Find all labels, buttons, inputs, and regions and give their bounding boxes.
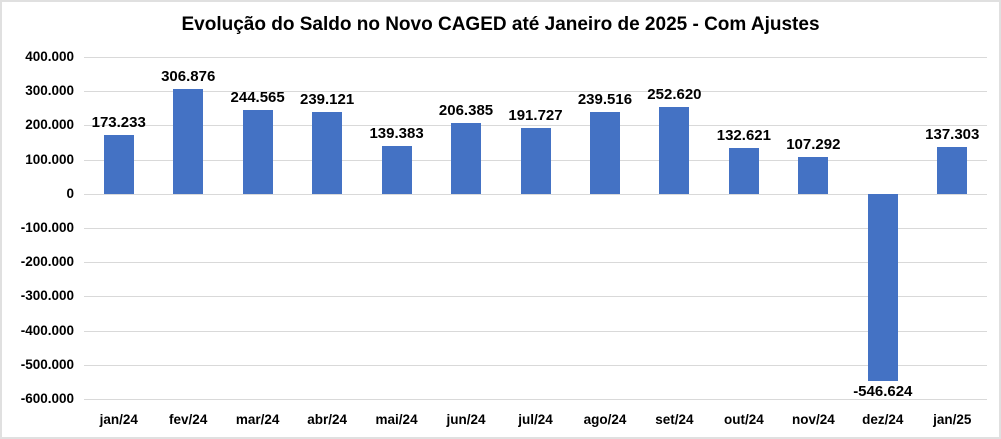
bar-jan-25 bbox=[937, 146, 968, 194]
gridline bbox=[84, 57, 987, 58]
x-tick-label: dez/24 bbox=[862, 412, 904, 427]
bar-value-label: 191.727 bbox=[508, 107, 563, 125]
bar-value-label: 173.233 bbox=[91, 113, 146, 131]
bar-ago-24 bbox=[589, 111, 620, 194]
bar-value-label: 239.516 bbox=[577, 90, 633, 108]
bar-value-label: 239.121 bbox=[299, 91, 355, 109]
y-tick-label: 200.000 bbox=[25, 117, 74, 133]
bar-value-label: 244.565 bbox=[230, 89, 285, 107]
gridline bbox=[84, 91, 987, 93]
y-tick-label: -200.000 bbox=[20, 254, 74, 270]
bar-value-label: 132.621 bbox=[716, 127, 771, 145]
y-tick-label: -500.000 bbox=[20, 356, 74, 372]
x-tick-label: mai/24 bbox=[375, 412, 418, 427]
bar-fev-24 bbox=[173, 88, 204, 194]
x-tick-label: ago/24 bbox=[583, 412, 627, 427]
y-tick-label: 100.000 bbox=[25, 151, 74, 167]
bar-mai-24 bbox=[381, 146, 412, 194]
gridline bbox=[84, 330, 987, 332]
gridline bbox=[84, 364, 987, 366]
bar-value-label: 139.383 bbox=[369, 125, 424, 143]
bar-value-label: 252.620 bbox=[647, 86, 702, 104]
x-tick-label: jan/25 bbox=[933, 412, 972, 427]
bar-out-24 bbox=[728, 148, 759, 194]
bar-value-label: 107.292 bbox=[786, 136, 841, 154]
gridline bbox=[84, 193, 987, 195]
bar-jun-24 bbox=[451, 123, 482, 194]
y-tick-label: 300.000 bbox=[25, 83, 74, 99]
bar-dez-24 bbox=[867, 193, 898, 381]
x-tick-label: nov/24 bbox=[791, 412, 835, 427]
x-tick-label: set/24 bbox=[655, 412, 694, 427]
bar-set-24 bbox=[659, 107, 690, 194]
x-tick-label: fev/24 bbox=[169, 412, 208, 427]
chart-title: Evolução do Saldo no Novo CAGED até Jane… bbox=[181, 14, 820, 35]
plot-area: 173.233 306.876 244.565 239.121 139.383 206.3… bbox=[84, 57, 987, 400]
y-tick-label: -400.000 bbox=[20, 322, 74, 338]
bar-value-label: 137.303 bbox=[925, 125, 980, 143]
y-tick-label: -100.000 bbox=[20, 220, 74, 235]
gridline bbox=[84, 228, 987, 229]
gridline bbox=[84, 399, 987, 400]
bar-jul-24 bbox=[520, 128, 551, 194]
bar-jan-24 bbox=[103, 134, 134, 194]
x-tick-label: out/24 bbox=[723, 412, 764, 427]
bar-mar-24 bbox=[242, 110, 273, 194]
bar-nov-24 bbox=[798, 157, 829, 194]
bar-value-label: -546.624 bbox=[853, 382, 913, 400]
y-tick-label: -600.000 bbox=[20, 391, 74, 406]
gridline bbox=[84, 125, 987, 127]
gridline bbox=[84, 262, 987, 264]
y-tick-label: 0 bbox=[66, 185, 74, 201]
x-tick-label: jun/24 bbox=[446, 412, 486, 427]
y-tick-label: 400.000 bbox=[25, 49, 74, 64]
x-tick-label: mar/24 bbox=[235, 412, 280, 427]
x-tick-label: jan/24 bbox=[99, 412, 138, 427]
x-tick-label: jul/24 bbox=[518, 412, 553, 427]
bar-abr-24 bbox=[312, 112, 343, 194]
x-tick-label: abr/24 bbox=[307, 412, 347, 427]
y-tick-label: -300.000 bbox=[20, 288, 74, 304]
gridline bbox=[84, 296, 987, 298]
bar-value-label: 206.385 bbox=[438, 102, 494, 120]
bar-value-label: 306.876 bbox=[161, 67, 216, 85]
